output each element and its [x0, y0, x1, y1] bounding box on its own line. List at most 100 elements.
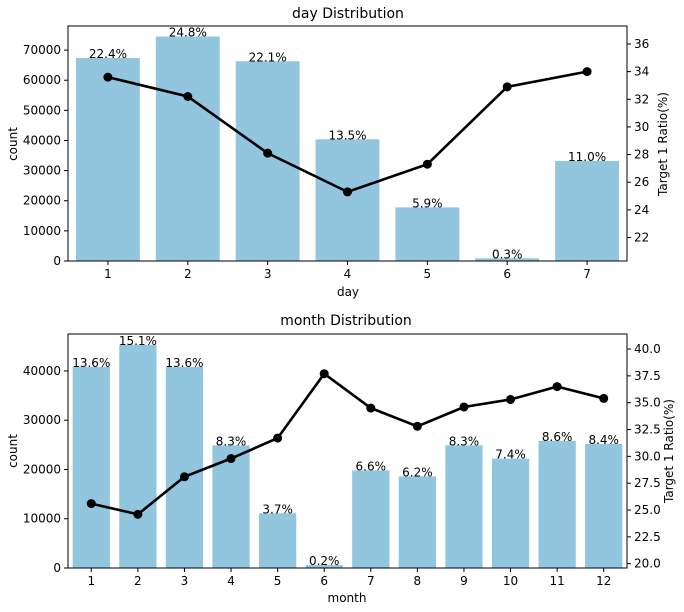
ratio-point-4: [343, 187, 352, 197]
x-tick-label-9: 9: [460, 574, 468, 588]
bar-7: [555, 160, 620, 261]
y2-axis-label: Target 1 Ratio(%): [656, 92, 670, 197]
bar-group: [72, 344, 623, 568]
day-distribution-chart: day Distribution 22.4% 24.8% 22.1% 13.5% 5.9…: [6, 6, 670, 299]
ratio-line-group: [86, 369, 609, 519]
bar-11: [538, 440, 576, 568]
ratio-point-6: [502, 82, 512, 92]
percent-label-12: 8.4%: [588, 433, 619, 447]
ratio-point-8: [412, 421, 422, 431]
y2-tick-label: 30.0: [634, 449, 661, 463]
ratio-point-3: [263, 148, 273, 158]
bar-7: [352, 470, 390, 568]
chart-title: month Distribution: [280, 313, 412, 329]
y-axis-label: count: [6, 434, 20, 468]
bar-12: [585, 443, 623, 568]
y2-tick-label: 32.5: [634, 423, 661, 437]
bar-6: [305, 565, 343, 568]
ratio-point-11: [552, 382, 562, 392]
y-axis-ticks: 0 10000 20000 30000 40000 50000 60000 70000: [23, 43, 68, 268]
bar-5: [258, 513, 297, 568]
y2-tick-label: 34: [634, 65, 649, 79]
percent-label-10: 7.4%: [495, 448, 526, 462]
ratio-point-5: [273, 433, 283, 443]
ratio-point-9: [459, 402, 469, 412]
x-tick-label-3: 3: [181, 574, 189, 588]
y2-tick-label: 22.5: [634, 530, 661, 544]
y-tick-label: 60000: [23, 73, 61, 87]
x-tick-label-5: 5: [424, 267, 432, 281]
y-tick-label: 30000: [23, 413, 61, 427]
ratio-point-5: [422, 159, 432, 169]
ratio-point-12: [599, 393, 609, 403]
y-tick-label: 40000: [23, 133, 61, 147]
y-tick-label: 40000: [23, 364, 61, 378]
x-tick-label-7: 7: [367, 574, 375, 588]
ratio-point-3: [179, 472, 189, 482]
y2-tick-label: 24: [634, 203, 649, 217]
y2-axis-label: Target 1 Ratio(%): [662, 399, 676, 504]
y-tick-label: 0: [53, 254, 61, 268]
ratio-point-10: [506, 394, 516, 404]
percent-label-6: 0.2%: [309, 554, 340, 568]
percent-label-group: 13.6% 15.1% 13.6% 8.3% 3.7% 0.2% 6.6% 6.2% 8.3% 7…: [72, 334, 619, 568]
ratio-line-group: [103, 67, 592, 197]
y-tick-label: 10000: [23, 512, 61, 526]
y2-tick-label: 28: [634, 148, 649, 162]
percent-label-3: 22.1%: [249, 50, 287, 64]
y-tick-label: 10000: [23, 224, 61, 238]
bar-8: [398, 476, 437, 568]
bar-2: [119, 344, 157, 568]
x-tick-label-2: 2: [134, 574, 142, 588]
x-tick-label-10: 10: [503, 574, 518, 588]
y2-tick-label: 32: [634, 92, 649, 106]
y2-tick-label: 27.5: [634, 476, 661, 490]
y2-tick-label: 36: [634, 37, 649, 51]
bar-9: [445, 445, 483, 568]
y2-tick-label: 22: [634, 231, 649, 245]
bar-4: [212, 445, 250, 568]
y-tick-label: 0: [53, 561, 61, 575]
y2-tick-label: 30: [634, 120, 649, 134]
percent-label-8: 6.2%: [402, 465, 433, 479]
percent-label-4: 8.3%: [216, 434, 247, 448]
x-tick-label-8: 8: [414, 574, 422, 588]
plot-frame: [67, 333, 628, 569]
y-tick-label: 30000: [23, 164, 61, 178]
percent-label-3: 13.6%: [165, 356, 203, 370]
y2-tick-label: 37.5: [634, 369, 661, 383]
bar-4: [315, 139, 380, 261]
percent-label-1: 13.6%: [72, 356, 110, 370]
percent-label-5: 3.7%: [262, 502, 293, 516]
y-tick-label: 50000: [23, 103, 61, 117]
y2-axis-ticks: 20.0 22.5 25.0 27.5 30.0 32.5 35.0 37.5 40.0: [627, 342, 661, 571]
bar-3: [165, 367, 204, 568]
y-tick-label: 70000: [23, 43, 61, 57]
ratio-point-4: [226, 454, 236, 464]
bar-5: [395, 207, 460, 261]
x-tick-label-12: 12: [596, 574, 611, 588]
percent-label-4: 13.5%: [328, 128, 366, 142]
x-tick-label-6: 6: [320, 574, 328, 588]
bar-6: [475, 258, 540, 261]
percent-label-5: 5.9%: [412, 196, 443, 210]
x-tick-label-6: 6: [503, 267, 511, 281]
bar-group: [75, 36, 620, 261]
y-tick-label: 20000: [23, 194, 61, 208]
ratio-point-2: [183, 92, 193, 101]
percent-label-2: 24.8%: [169, 26, 207, 40]
x-axis-label: day: [337, 285, 359, 299]
x-tick-label-2: 2: [184, 267, 192, 281]
y-axis-label: count: [6, 127, 20, 161]
y2-axis-ticks: 22 24 26 28 30 32 34 36: [627, 37, 649, 245]
y2-tick-label: 35.0: [634, 396, 661, 410]
x-tick-label-1: 1: [104, 267, 112, 281]
ratio-point-6: [319, 369, 329, 379]
percent-label-group: 22.4% 24.8% 22.1% 13.5% 5.9% 0.3% 11.0%: [89, 26, 606, 262]
ratio-point-7: [582, 67, 592, 77]
x-tick-label-3: 3: [264, 267, 272, 281]
y2-tick-label: 40.0: [634, 342, 661, 356]
x-axis-ticks: 1 2 3 4 5 6 7 8 9 10 11 12: [87, 568, 611, 588]
x-tick-label-5: 5: [274, 574, 282, 588]
